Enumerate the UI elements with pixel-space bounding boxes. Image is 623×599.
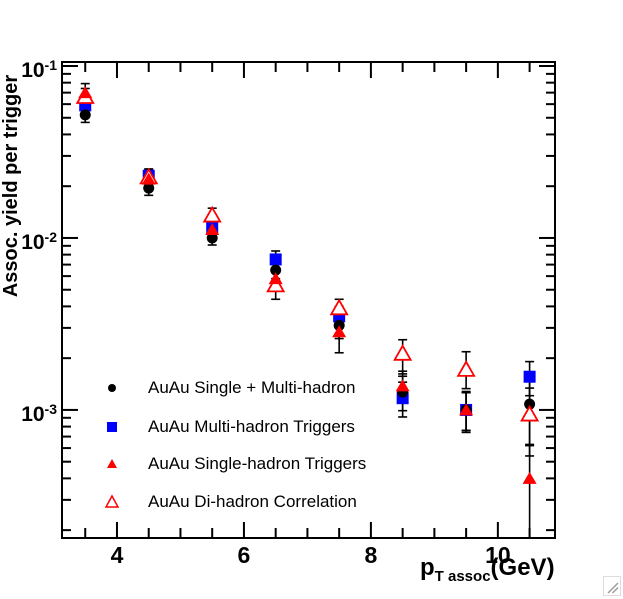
data-points	[75, 86, 540, 484]
resize-grip-icon[interactable]	[601, 576, 621, 596]
x-axis-title-unit: (GeV)	[490, 554, 555, 581]
x-axis-title-symbol: p	[420, 554, 435, 581]
y-axis-tick-label: 10-3	[21, 400, 57, 426]
axis-ticks	[63, 63, 554, 537]
error-bars	[80, 82, 535, 538]
legend-item: AuAu Single-hadron Triggers	[95, 453, 366, 475]
legend-item-label: AuAu Single + Multi-hadron	[148, 378, 356, 397]
filled-square-icon	[107, 422, 117, 432]
filled-triangle-icon	[107, 459, 117, 468]
legend-item-label: AuAu Di-hadron Correlation	[148, 492, 357, 511]
x-axis-title-subscript: T assoc	[434, 568, 491, 586]
x-axis-title: pT assoc(GeV)	[420, 554, 555, 586]
y-axis-title: Assoc. yield per trigger	[0, 74, 22, 298]
x-axis-tick-label: 4	[110, 542, 124, 568]
legend-item: AuAu Single + Multi-hadron	[95, 377, 355, 399]
x-axis-tick-label: 8	[364, 542, 378, 568]
x-axis-tick-label: 10	[485, 542, 511, 568]
legend-item: AuAu Di-hadron Correlation	[95, 491, 357, 513]
legend-item: AuAu Multi-hadron Triggers	[95, 416, 355, 438]
legend-item-label: AuAu Multi-hadron Triggers	[148, 417, 355, 436]
plot-frame	[61, 61, 556, 539]
y-axis-tick-label: 10-2	[21, 228, 57, 254]
series-filled-triangle	[78, 86, 537, 484]
x-axis-tick-label: 6	[237, 542, 251, 568]
series-open-triangle	[75, 87, 540, 422]
open-triangle-icon	[104, 494, 120, 508]
filled-circle-icon	[108, 384, 116, 392]
legend-item-label: AuAu Single-hadron Triggers	[148, 454, 367, 473]
y-axis-tick-label: 10-1	[21, 56, 57, 82]
